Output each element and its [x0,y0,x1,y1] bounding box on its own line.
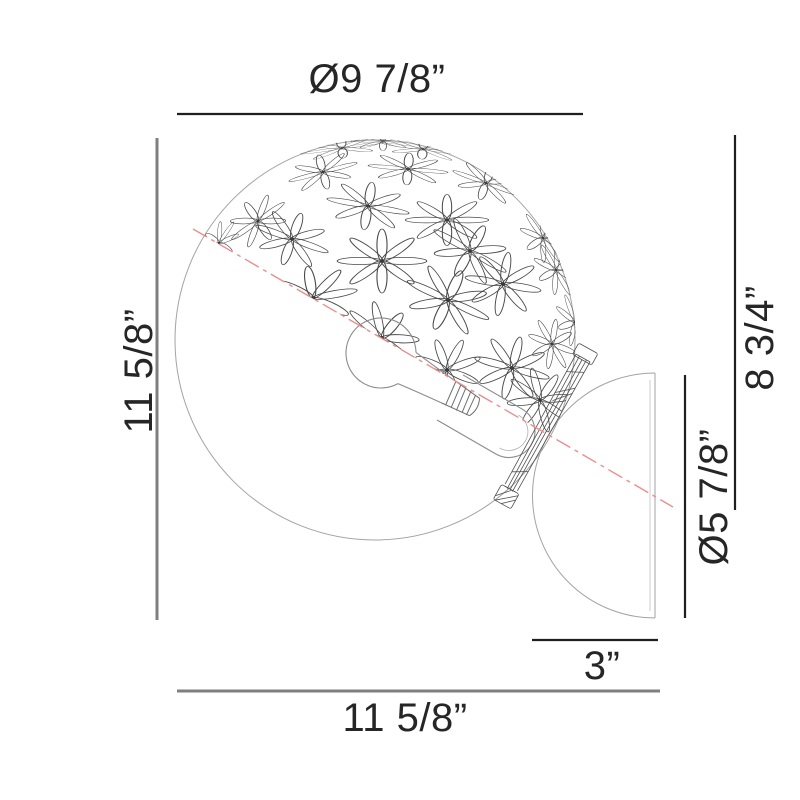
flower [336,228,428,294]
flower [466,326,558,410]
arm-end-bracket [493,484,519,509]
flower [524,235,576,305]
edison-screw-threads [440,379,481,417]
flower [246,199,338,279]
flower [218,183,298,259]
floral-pattern [204,138,576,436]
flower [510,203,576,273]
dim-label-backplate-depth: 3” [584,644,621,688]
flower [404,193,490,247]
dim-label-bottom-width: 11 5/8” [342,696,467,740]
backplate-arc [531,372,656,619]
dim-label-left-height: 11 5/8” [117,308,161,433]
wall-backplate [531,372,656,619]
dim-label-backplate-diameter: Ø5 7/8” [692,429,736,566]
dim-label-right-height: 8 3/4” [738,285,782,390]
flower [402,327,492,413]
mounting-arm [493,343,598,509]
screw-tip [469,398,481,417]
flower [568,272,576,328]
bulb-neck-bottom [397,383,442,404]
bulb-neck-top [415,351,455,381]
flower [322,174,414,238]
bulb-globe-outline [345,317,417,389]
dim-label-top-diameter: Ø9 7/8” [309,57,446,101]
flower [459,245,547,323]
center-axis-line [192,228,674,508]
flower [262,258,364,338]
flower [379,138,467,166]
flower [446,154,526,212]
arm-top-clamp [572,343,598,365]
flower [366,149,450,189]
flower [298,138,386,165]
